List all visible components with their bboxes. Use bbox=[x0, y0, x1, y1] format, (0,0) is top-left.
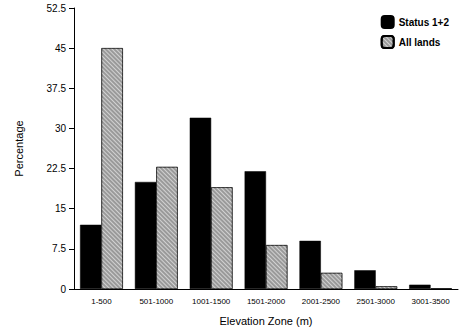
svg-text:37.5: 37.5 bbox=[47, 83, 67, 94]
svg-text:All lands: All lands bbox=[399, 37, 441, 48]
svg-text:45: 45 bbox=[55, 43, 67, 54]
svg-text:Percentage: Percentage bbox=[13, 120, 25, 176]
svg-text:501-1000: 501-1000 bbox=[139, 297, 173, 306]
svg-text:22.5: 22.5 bbox=[47, 163, 67, 174]
svg-text:Status 1+2: Status 1+2 bbox=[399, 17, 450, 28]
svg-text:15: 15 bbox=[55, 203, 67, 214]
svg-text:2501-3000: 2501-3000 bbox=[357, 297, 396, 306]
svg-text:2001-2500: 2001-2500 bbox=[302, 297, 341, 306]
svg-text:1-500: 1-500 bbox=[91, 297, 112, 306]
svg-text:3001-3500: 3001-3500 bbox=[411, 297, 450, 306]
svg-text:52.5: 52.5 bbox=[47, 3, 67, 14]
svg-text:Elevation Zone (m): Elevation Zone (m) bbox=[220, 315, 313, 327]
svg-text:7.5: 7.5 bbox=[52, 243, 66, 254]
svg-text:30: 30 bbox=[55, 123, 67, 134]
svg-text:1001-1500: 1001-1500 bbox=[192, 297, 231, 306]
svg-text:1501-2000: 1501-2000 bbox=[247, 297, 286, 306]
svg-text:0: 0 bbox=[60, 284, 66, 295]
